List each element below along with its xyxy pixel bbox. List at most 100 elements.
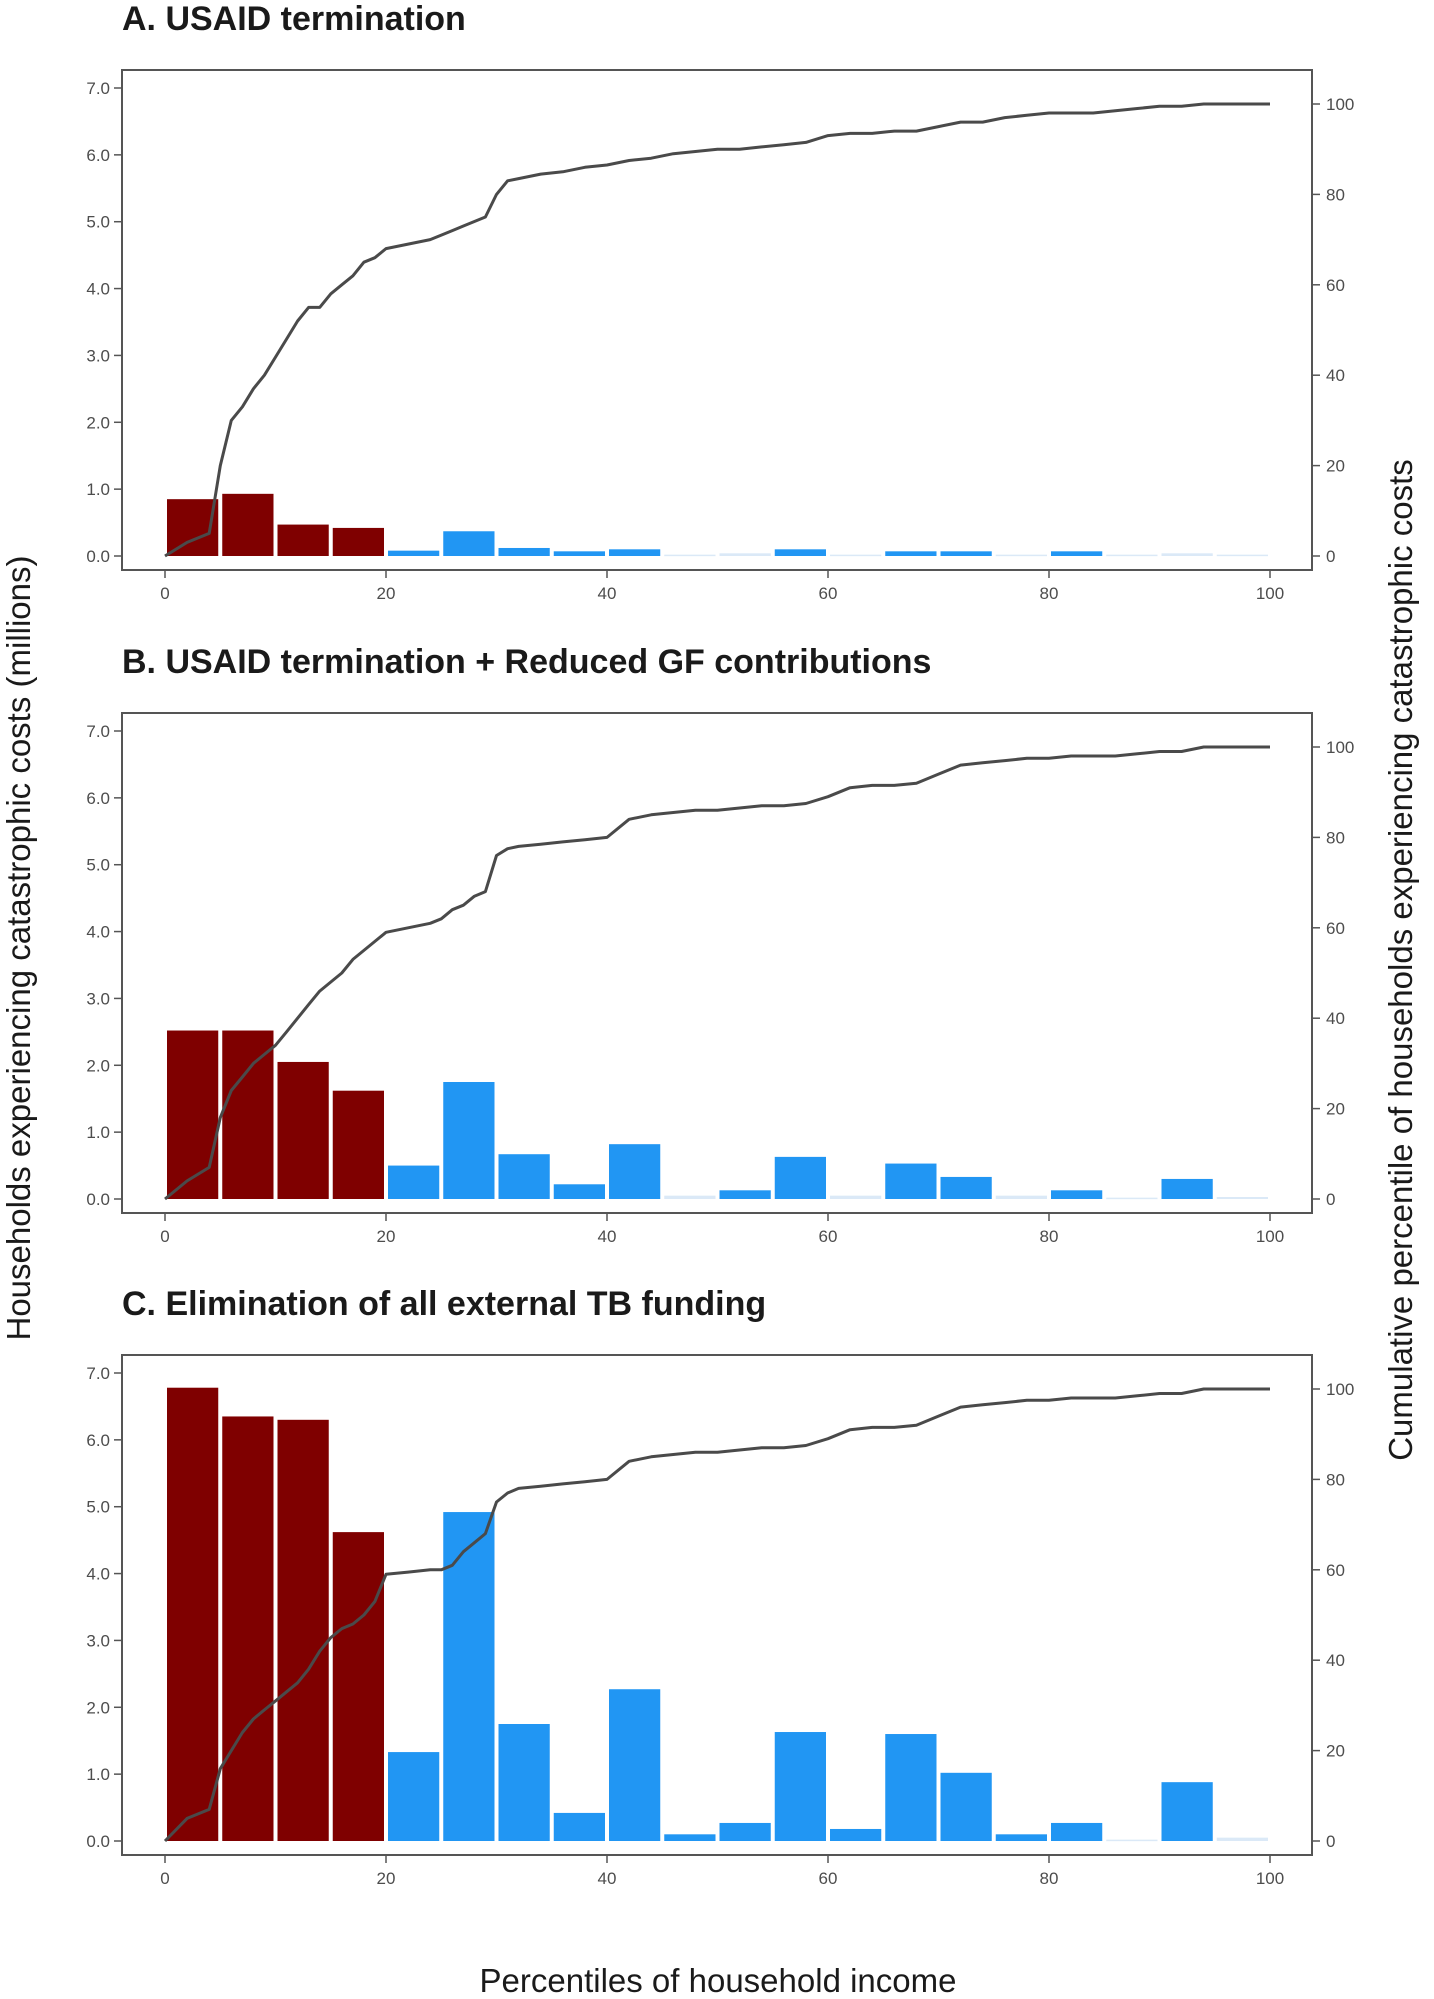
right-y-tick-label: 20 [1326,1742,1345,1761]
bar [553,1184,605,1199]
left-y-tick-label: 5.0 [86,213,110,232]
right-y-tick-label: 60 [1326,1561,1345,1580]
bar [719,1190,771,1199]
bar [553,551,605,556]
bar [940,1176,992,1199]
bar [498,547,550,556]
left-y-tick-label: 6.0 [86,1431,110,1450]
bar [1106,1839,1158,1842]
bar [1161,1178,1213,1199]
right-y-tick-label: 0 [1326,1190,1335,1209]
left-y-tick-label: 2.0 [86,1056,110,1075]
left-y-tick-label: 5.0 [86,1498,110,1517]
x-tick-label: 80 [1040,584,1059,603]
right-y-tick-label: 60 [1326,919,1345,938]
right-y-tick-label: 20 [1326,1100,1345,1119]
left-y-tick-label: 4.0 [86,923,110,942]
left-y-tick-label: 7.0 [86,79,110,98]
left-y-tick-label: 2.0 [86,413,110,432]
cumulative-line [164,102,1270,558]
x-tick-label: 100 [1256,584,1284,603]
x-tick-label: 40 [598,1227,617,1246]
bar [940,551,992,556]
left-y-tick-label: 3.0 [86,1631,110,1650]
x-tick-label: 80 [1040,1869,1059,1888]
bar [609,1144,661,1199]
bar [222,493,274,556]
right-y-tick-label: 0 [1326,1832,1335,1851]
bar [277,1061,329,1199]
right-y-tick-label: 100 [1326,95,1354,114]
bar [167,1387,219,1841]
bar [1051,1190,1103,1199]
bar [774,549,826,556]
bar [443,1082,495,1199]
bar [388,550,440,556]
panel-a: A. USAID termination 0.0 1.0 2.0 3.0 4.0 5.0 6.… [86,0,1354,603]
bar [664,1834,716,1841]
x-tick-label: 80 [1040,1227,1059,1246]
panel-c: C. Elimination of all external TB fundin… [86,1285,1354,1888]
plot-frame [121,1354,1313,1856]
panel-b: B. USAID termination + Reduced GF contri… [86,643,1354,1246]
cumulative-line [164,745,1270,1201]
bar [332,1532,384,1841]
x-axis-title: Percentiles of household income [480,1962,957,1999]
x-tick-label: 20 [377,1869,396,1888]
left-y-tick-label: 0.0 [86,1832,110,1851]
x-tick-label: 20 [377,584,396,603]
bar [774,1156,826,1199]
bar [995,1195,1047,1199]
x-tick-label: 100 [1256,1227,1284,1246]
bar [885,1734,937,1841]
left-y-axis-title: Households experiencing catastrophic cos… [0,555,37,1340]
bar [830,1195,882,1199]
bar [1051,1822,1103,1841]
bar [719,1822,771,1841]
right-y-tick-label: 20 [1326,457,1345,476]
plot-frame [121,69,1313,571]
bar [332,1090,384,1199]
bar [774,1732,826,1841]
bar [885,1163,937,1199]
bar [332,527,384,556]
bar [664,554,716,557]
x-tick-label: 60 [819,1227,838,1246]
bar [664,1195,716,1199]
bar [498,1724,550,1841]
left-y-tick-label: 0.0 [86,1190,110,1209]
right-y-tick-label: 100 [1326,1380,1354,1399]
bar [719,553,771,556]
right-y-tick-label: 80 [1326,1470,1345,1489]
bar [1216,1837,1268,1841]
right-y-tick-label: 80 [1326,185,1345,204]
bar [995,1834,1047,1841]
bar [609,549,661,556]
left-y-tick-label: 4.0 [86,280,110,299]
left-y-tick-label: 1.0 [86,480,110,499]
bar [1161,553,1213,556]
bar [1161,1782,1213,1841]
bar [388,1165,440,1199]
x-tick-label: 60 [819,1869,838,1888]
bar [498,1154,550,1199]
left-y-tick-label: 3.0 [86,346,110,365]
left-y-tick-label: 5.0 [86,856,110,875]
bar [443,1512,495,1841]
bar [995,554,1047,557]
right-y-tick-label: 40 [1326,1009,1345,1028]
right-y-tick-label: 60 [1326,276,1345,295]
left-y-tick-label: 2.0 [86,1698,110,1717]
x-tick-label: 0 [160,1869,169,1888]
bar [1051,551,1103,556]
left-y-tick-label: 7.0 [86,722,110,741]
bar [940,1772,992,1841]
left-y-tick-label: 6.0 [86,146,110,165]
right-y-tick-label: 80 [1326,828,1345,847]
left-y-tick-label: 7.0 [86,1364,110,1383]
x-tick-label: 40 [598,584,617,603]
right-y-tick-label: 40 [1326,366,1345,385]
bar [167,1030,219,1199]
left-y-tick-label: 0.0 [86,547,110,566]
